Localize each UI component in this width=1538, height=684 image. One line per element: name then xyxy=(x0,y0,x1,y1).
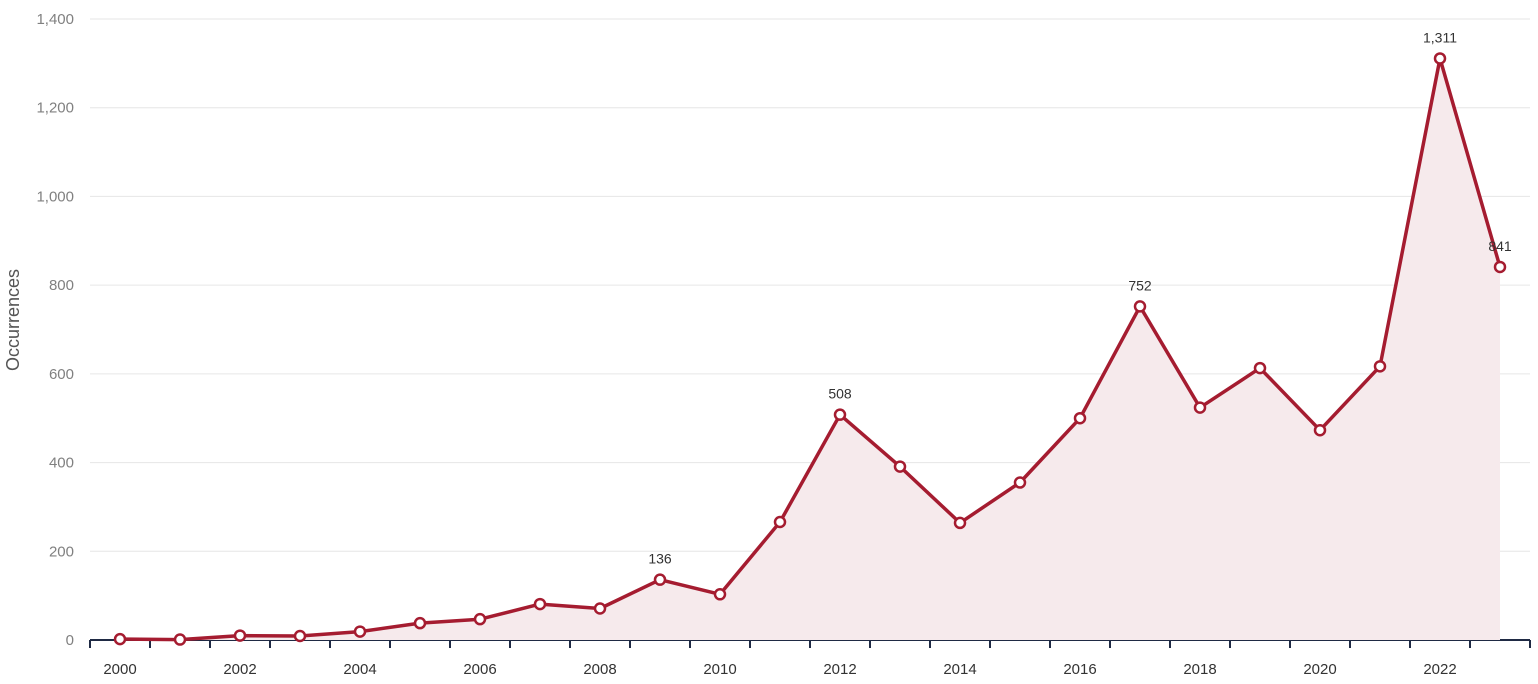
x-tick-label: 2012 xyxy=(823,661,856,678)
data-point xyxy=(593,602,607,615)
y-tick-label: 1,000 xyxy=(36,188,74,205)
data-point xyxy=(1433,52,1447,65)
data-point xyxy=(1073,411,1087,425)
data-points xyxy=(113,52,1507,646)
series-line xyxy=(119,56,1502,642)
data-point xyxy=(1193,401,1207,414)
data-label: 752 xyxy=(1128,277,1152,293)
data-point xyxy=(413,616,427,630)
data-point xyxy=(713,588,727,601)
data-point xyxy=(1313,423,1327,437)
data-point xyxy=(953,516,967,530)
x-tick-label: 2002 xyxy=(223,661,256,678)
y-tick-label: 800 xyxy=(49,277,74,294)
series-area xyxy=(120,58,1500,640)
data-point xyxy=(1133,300,1147,313)
y-tick-label: 0 xyxy=(66,632,74,649)
data-point xyxy=(533,597,547,611)
y-tick-label: 600 xyxy=(49,366,74,383)
data-point xyxy=(113,632,127,646)
data-point xyxy=(893,460,907,473)
grid-lines xyxy=(90,18,1530,552)
y-tick-label: 1,200 xyxy=(36,100,74,117)
data-label: 1,311 xyxy=(1423,29,1457,45)
data-labels: 136 508 752 1,311 841 xyxy=(648,29,1512,566)
data-point xyxy=(233,629,247,642)
data-point xyxy=(1013,476,1027,489)
data-label: 841 xyxy=(1488,238,1512,254)
x-tick-label: 2000 xyxy=(103,661,136,678)
data-point xyxy=(1253,361,1267,375)
x-tick-label: 2010 xyxy=(703,661,736,678)
x-tick-label: 2004 xyxy=(343,661,376,678)
data-point xyxy=(473,612,487,626)
x-tick-label: 2016 xyxy=(1063,661,1096,678)
x-tick-label: 2022 xyxy=(1423,661,1456,678)
data-point xyxy=(293,629,307,643)
y-tick-label: 1,400 xyxy=(36,11,74,28)
x-tick-label: 2006 xyxy=(463,661,496,678)
data-point xyxy=(773,515,787,529)
x-tick-label: 2018 xyxy=(1183,661,1216,678)
x-axis: 2000 2002 2004 2006 2008 2010 2012 2014 2016 2018… xyxy=(89,639,1531,678)
data-point xyxy=(833,408,847,421)
data-point xyxy=(353,625,367,638)
data-point xyxy=(173,633,187,646)
y-axis-ticks: 0 200 400 600 800 1,000 1,200 1,400 xyxy=(36,11,74,649)
y-tick-label: 200 xyxy=(49,543,74,560)
y-tick-label: 400 xyxy=(49,455,74,472)
x-tick-label: 2020 xyxy=(1303,661,1336,678)
x-tick-label: 2008 xyxy=(583,661,616,678)
data-point xyxy=(653,573,667,586)
x-tick-label: 2014 xyxy=(943,661,976,678)
data-label: 508 xyxy=(828,386,852,402)
data-point xyxy=(1493,260,1507,274)
y-axis-title: Occurrences xyxy=(3,269,23,371)
data-point xyxy=(1373,360,1387,373)
data-label: 136 xyxy=(648,551,672,567)
